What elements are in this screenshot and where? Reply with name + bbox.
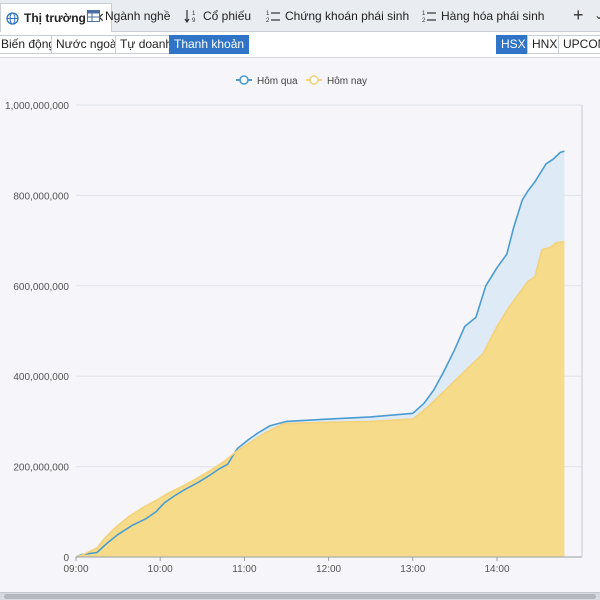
x-tick-label: 12:00: [316, 564, 341, 575]
y-tick-label: 1,000,000,000: [5, 101, 69, 112]
tab-label: Cổ phiếu: [203, 9, 252, 23]
svg-text:2: 2: [422, 18, 426, 23]
add-tab-icon[interactable]: +: [573, 5, 584, 25]
exchange-button-hsx[interactable]: HSX: [496, 35, 531, 54]
x-tick-label: 09:00: [63, 564, 88, 575]
tab-label: Thị trường: [24, 11, 86, 25]
x-tick-label: 11:00: [232, 564, 257, 575]
exchange-button-hnx[interactable]: HNX: [527, 35, 563, 54]
tab-label: Chứng khoán phái sinh: [285, 9, 410, 23]
tab-label: Hàng hóa phái sinh: [441, 9, 545, 23]
svg-text:1: 1: [266, 11, 270, 17]
legend-marker-0: [239, 75, 249, 85]
y-tick-label: 800,000,000: [13, 191, 69, 202]
globe-icon: [5, 11, 19, 25]
svg-text:9: 9: [192, 18, 196, 23]
tab-label: Ngành nghề: [105, 9, 171, 23]
main-tab-bar: Thị trường ✕ Ngành nghề 19 Cổ phiếu 12 C…: [0, 0, 600, 32]
view-button-nuoc-ngoai[interactable]: Nước ngoài: [51, 35, 125, 54]
x-tick-label: 10:00: [148, 564, 173, 575]
legend-label-0: Hôm qua: [257, 76, 298, 87]
view-button-tu-doanh[interactable]: Tự doanh: [115, 35, 178, 54]
y-tick-label: 600,000,000: [13, 282, 69, 293]
view-toolbar: Biến động Nước ngoài Tự doanh Thanh khoả…: [0, 32, 600, 58]
overflow-menu-icon[interactable]: ⌄: [594, 8, 600, 22]
legend-label-1: Hôm nay: [327, 76, 367, 87]
series-line-hom-nay: [75, 240, 565, 558]
view-button-thanh-khoan[interactable]: Thanh khoản: [169, 35, 250, 54]
x-tick-label: 14:00: [484, 564, 509, 575]
y-tick-label: 0: [63, 553, 69, 564]
tab-nganh-nghe[interactable]: Ngành nghề: [86, 4, 170, 28]
exchange-button-upcom[interactable]: UPCOM: [558, 35, 600, 54]
svg-text:2: 2: [266, 18, 270, 23]
y-tick-label: 200,000,000: [13, 463, 69, 474]
y-tick-label: 400,000,000: [13, 372, 69, 383]
liquidity-chart: 0 200,000,000 400,000,000 600,000,000 800,00…: [0, 58, 600, 592]
view-button-bien-dong[interactable]: Biến động: [0, 35, 61, 54]
legend-marker-1: [309, 75, 319, 85]
series-line-hom-qua: [75, 150, 565, 558]
scrollbar-thumb[interactable]: [4, 594, 596, 599]
chart-svg: 0 200,000,000 400,000,000 600,000,000 800,00…: [5, 75, 583, 575]
x-tick-label: 13:00: [400, 564, 425, 575]
horizontal-scrollbar[interactable]: [0, 592, 600, 600]
svg-text:1: 1: [422, 11, 426, 17]
table-icon: [86, 9, 100, 23]
svg-text:1: 1: [192, 11, 196, 17]
